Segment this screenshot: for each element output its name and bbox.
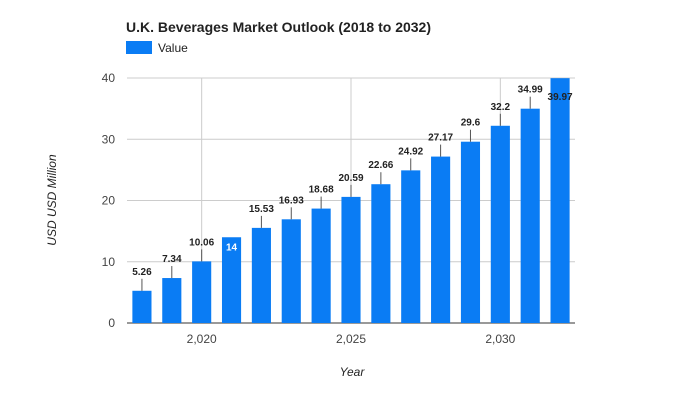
data-label: 10.06 xyxy=(189,237,214,248)
bar xyxy=(431,156,451,323)
bar xyxy=(281,219,301,323)
bar xyxy=(251,227,271,323)
bar xyxy=(162,278,182,323)
data-label: 24.92 xyxy=(398,146,423,157)
bar xyxy=(550,78,570,323)
chart-title: U.K. Beverages Market Outlook (2018 to 2… xyxy=(126,19,431,35)
x-axis-title: Year xyxy=(340,365,366,379)
bar xyxy=(460,141,481,323)
y-tick-label: 30 xyxy=(102,132,116,146)
data-label: 32.2 xyxy=(491,102,511,113)
data-label: 18.68 xyxy=(309,185,334,196)
data-labels: 5.26 7.34 10.06 14 15.53 16.93 18.68 20.59 22.66… xyxy=(132,85,573,291)
data-label: 15.53 xyxy=(249,204,274,215)
data-label: 16.93 xyxy=(279,195,304,206)
bar xyxy=(401,170,421,323)
bar xyxy=(132,290,152,323)
bar xyxy=(192,261,212,323)
data-label: 27.17 xyxy=(428,133,453,144)
y-tick-label: 0 xyxy=(108,316,115,330)
bar xyxy=(221,237,242,323)
data-label: 29.6 xyxy=(461,118,481,129)
legend-label: Value xyxy=(158,41,188,55)
bar xyxy=(311,208,331,323)
x-tick-label: 2,030 xyxy=(485,332,515,346)
y-axis-title: USD USD Million xyxy=(45,154,59,246)
data-label: 39.97 xyxy=(548,92,573,103)
data-label: 5.26 xyxy=(132,267,152,278)
data-label: 22.66 xyxy=(368,160,393,171)
data-label: 20.59 xyxy=(338,173,363,184)
bars xyxy=(132,78,570,324)
y-tick-label: 20 xyxy=(102,194,116,208)
x-tick-label: 2,025 xyxy=(336,332,366,346)
legend-swatch xyxy=(126,41,152,54)
bar xyxy=(520,108,540,323)
y-axis-ticks: 0 10 20 30 40 xyxy=(102,71,116,330)
bar xyxy=(490,125,510,324)
y-tick-label: 40 xyxy=(102,71,116,85)
bar xyxy=(341,196,361,323)
bar xyxy=(371,184,391,323)
data-label: 34.99 xyxy=(518,85,543,96)
x-tick-label: 2,020 xyxy=(187,332,217,346)
legend: Value xyxy=(126,41,188,55)
x-axis-ticks: 2,020 2,025 2,030 xyxy=(187,332,516,346)
data-label: 14 xyxy=(226,242,238,253)
y-tick-label: 10 xyxy=(102,255,116,269)
data-label: 7.34 xyxy=(162,254,182,265)
